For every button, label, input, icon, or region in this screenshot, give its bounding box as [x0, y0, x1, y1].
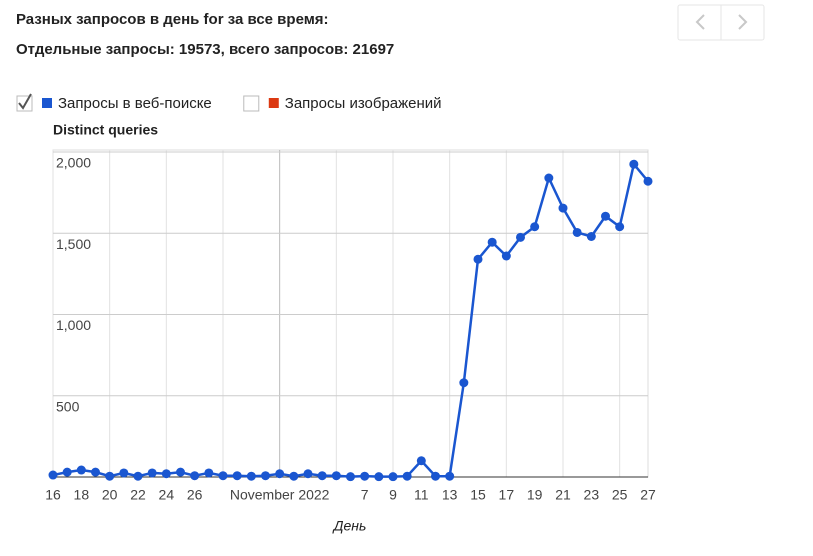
data-point	[76, 465, 86, 475]
summary: Отдельные запросы: 19573, всего запросов…	[16, 41, 394, 58]
x-tick-label: November 2022	[230, 487, 330, 503]
data-point	[402, 471, 412, 481]
data-point	[317, 471, 327, 481]
data-point	[246, 471, 256, 481]
x-tick-label: 19	[527, 487, 543, 503]
data-point	[48, 470, 58, 480]
data-point	[360, 471, 370, 481]
series-line	[52, 161, 649, 478]
legend-label: Запросы изображений	[285, 95, 442, 112]
x-axis-title: День	[332, 518, 367, 534]
data-point	[516, 232, 525, 242]
x-tick-label: 7	[361, 487, 369, 503]
data-point	[105, 471, 115, 481]
data-point	[487, 237, 497, 247]
next-button[interactable]	[738, 14, 748, 30]
data-point	[147, 468, 157, 478]
data-point	[289, 471, 299, 481]
data-point	[261, 471, 270, 481]
y-axis-title: Distinct queries	[53, 122, 158, 138]
x-tick-label: 21	[555, 487, 571, 503]
y-tick-label: 500	[56, 398, 80, 414]
data-point	[204, 468, 214, 478]
data-point	[431, 471, 440, 481]
x-tick-label: 27	[640, 487, 656, 503]
data-point	[501, 251, 511, 261]
data-point	[643, 176, 653, 186]
data-point	[586, 232, 596, 241]
y-tick-label: 2,000	[56, 155, 91, 171]
data-point	[232, 471, 242, 481]
data-point	[161, 469, 171, 479]
data-point	[473, 254, 483, 264]
x-tick-label: 18	[74, 487, 90, 503]
x-tick-label: 15	[470, 487, 486, 503]
x-tick-label: 25	[612, 487, 628, 503]
x-tick-label: 13	[442, 487, 458, 503]
data-point	[544, 173, 554, 183]
nav-buttons	[677, 4, 765, 41]
title: Разных запросов в день for за все время:	[16, 11, 329, 28]
data-point	[119, 468, 129, 478]
checkmark	[18, 93, 32, 110]
data-point	[91, 467, 100, 477]
data-point	[558, 203, 568, 213]
x-tick-label: 11	[414, 487, 429, 503]
data-point	[176, 467, 185, 477]
x-tick-label: 26	[187, 487, 203, 503]
x-tick-label: 23	[584, 487, 600, 503]
data-point	[615, 222, 625, 232]
legend-label: Запросы в веб-поиске	[58, 95, 212, 112]
x-tick-label: 24	[159, 487, 175, 503]
legend-swatch	[42, 98, 52, 108]
data-point	[416, 456, 426, 466]
legend-checkbox[interactable]	[243, 95, 260, 112]
legend-swatch	[268, 98, 279, 108]
data-point	[275, 469, 285, 479]
data-point	[303, 469, 313, 479]
data-point	[388, 472, 398, 482]
x-tick-label: 16	[45, 487, 61, 503]
x-tick-label: 22	[130, 487, 146, 503]
data-point	[374, 472, 384, 482]
data-point	[601, 211, 610, 221]
data-point	[629, 159, 639, 169]
data-point	[530, 222, 540, 232]
data-point	[133, 471, 143, 481]
data-point	[346, 472, 355, 482]
x-tick-label: 17	[499, 487, 515, 503]
y-tick-label: 1,000	[56, 317, 91, 333]
data-point	[459, 378, 469, 388]
data-point	[190, 471, 200, 481]
y-tick-label: 1,500	[56, 236, 91, 252]
x-tick-label: 20	[102, 487, 118, 503]
data-point	[572, 227, 582, 237]
data-point	[62, 467, 72, 477]
prev-button[interactable]	[695, 14, 705, 30]
data-point	[331, 471, 341, 481]
x-tick-label: 9	[389, 487, 397, 503]
data-point	[445, 471, 455, 481]
data-point	[218, 471, 228, 481]
